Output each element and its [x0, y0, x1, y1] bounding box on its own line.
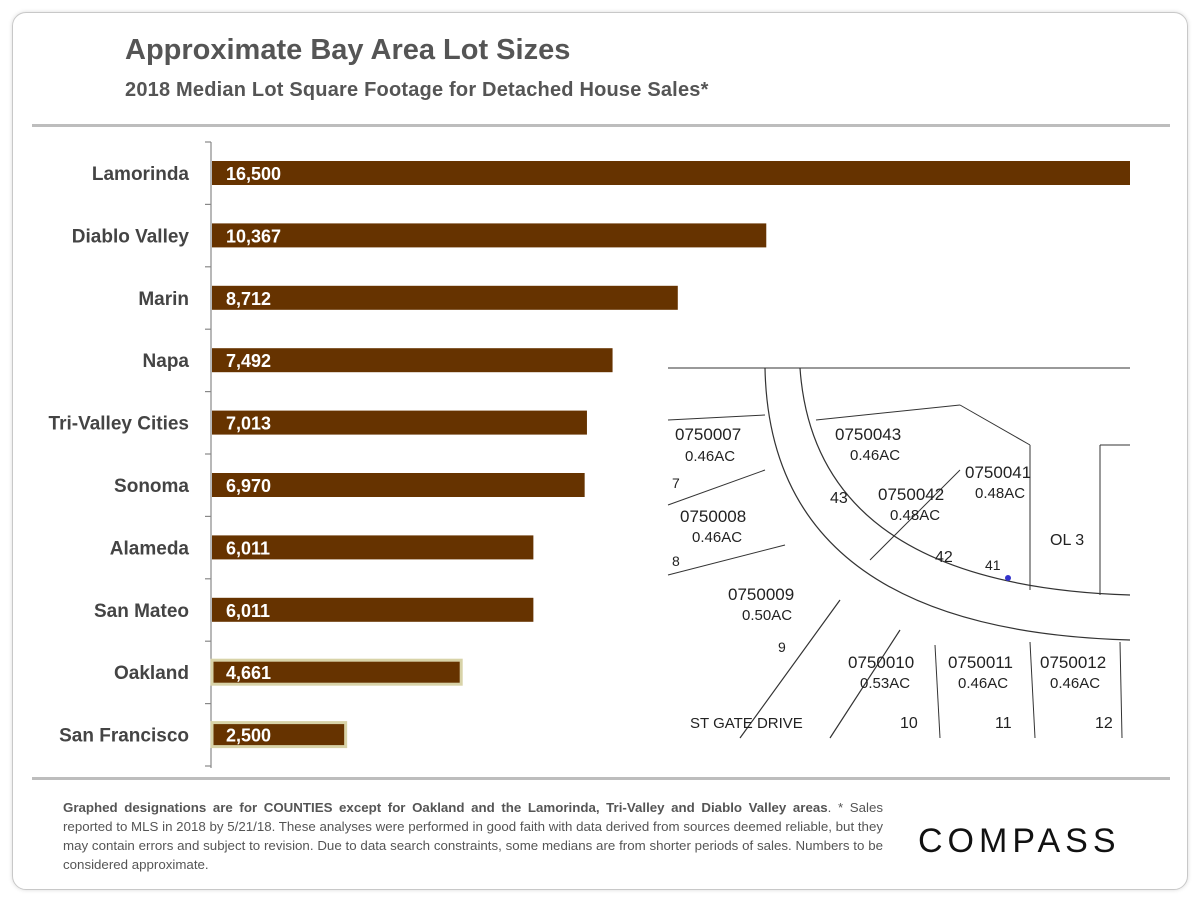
y-axis — [205, 141, 212, 768]
bar — [212, 161, 1130, 185]
parcel-line — [1029, 641, 1036, 739]
slide-frame — [12, 12, 1188, 890]
category-label: Marin — [138, 289, 189, 310]
parcel-line — [667, 469, 766, 506]
data-label: 7,492 — [226, 351, 271, 371]
category-label: Diablo Valley — [72, 226, 190, 247]
data-label: 6,011 — [226, 538, 270, 558]
map-label: 9 — [778, 639, 786, 655]
map-label: 0.50AC — [742, 607, 792, 624]
data-label: 2,500 — [226, 726, 271, 746]
category-label: San Mateo — [94, 601, 189, 622]
bar — [210, 658, 463, 686]
bar — [212, 348, 613, 373]
map-label: 41 — [985, 557, 1001, 573]
parcel-line — [934, 644, 941, 739]
map-label: 0.48AC — [975, 485, 1025, 502]
map-label: OL 3 — [1050, 532, 1084, 549]
data-label: 6,011 — [226, 601, 270, 621]
footnote-text: . * Sales reported to MLS in 2018 by 5/2… — [63, 800, 883, 872]
data-label: 7,013 — [226, 414, 271, 434]
bar — [210, 721, 348, 749]
map-label: 7 — [672, 475, 680, 491]
map-label: 42 — [935, 549, 953, 566]
category-label: Lamorinda — [92, 164, 190, 185]
map-marker — [1005, 575, 1011, 581]
map-label: 11 — [995, 715, 1012, 732]
map-label: 8 — [672, 553, 680, 569]
category-label: San Francisco — [59, 726, 189, 747]
map-label: 0.46AC — [692, 529, 742, 546]
chart-title: Approximate Bay Area Lot Sizes — [125, 34, 571, 66]
category-label: Sonoma — [114, 476, 189, 497]
map-label: 0.53AC — [860, 675, 910, 692]
bar — [212, 285, 678, 310]
map-label: 43 — [830, 490, 848, 507]
map-label: 0750042 — [878, 485, 944, 504]
map-label: 0.46AC — [685, 448, 735, 465]
footnote-bold: Graphed designations are for COUNTIES ex… — [63, 800, 828, 815]
bar — [212, 597, 534, 622]
map-label: 0750009 — [728, 585, 794, 604]
parcel-line — [869, 469, 961, 561]
map-label: ST GATE DRIVE — [690, 715, 803, 732]
parcel-line — [1119, 641, 1123, 739]
bar — [212, 535, 534, 560]
map-label: 10 — [900, 715, 918, 732]
map-label: 0.46AC — [850, 447, 900, 464]
map-label: 0750041 — [965, 463, 1031, 482]
category-label: Alameda — [110, 538, 190, 559]
road-edge — [764, 367, 1131, 641]
data-label: 8,712 — [226, 289, 271, 309]
data-label: 6,970 — [226, 476, 271, 496]
map-background — [668, 368, 1130, 738]
data-label: 16,500 — [226, 164, 281, 184]
parcel-map-image: 0750007 0.46AC 0750043 0.46AC 0750042 0.48AC 0… — [667, 367, 1131, 739]
category-label: Tri-Valley Cities — [49, 414, 189, 435]
category-label: Oakland — [114, 663, 189, 684]
map-label: 0750010 — [848, 653, 914, 672]
map-label: 0.46AC — [958, 675, 1008, 692]
road-edge — [799, 367, 1131, 596]
category-label: Napa — [143, 351, 190, 372]
data-label: 4,661 — [226, 663, 271, 683]
map-label: 0750043 — [835, 425, 901, 444]
compass-logo: COMPASS — [918, 822, 1121, 860]
parcel-line — [815, 404, 961, 421]
bars: Lamorinda 16,500 Diablo Valley 10,367 Marin 8… — [49, 161, 1130, 749]
map-label: 0750012 — [1040, 653, 1106, 672]
map-label: 0.48AC — [890, 507, 940, 524]
parcel-line — [667, 544, 786, 576]
bottom-divider — [32, 777, 1170, 780]
top-divider — [32, 124, 1170, 127]
parcel-line — [667, 414, 766, 421]
map-label: 12 — [1095, 715, 1113, 732]
map-label: 0750011 — [948, 653, 1013, 672]
chart-subtitle: 2018 Median Lot Square Footage for Detac… — [125, 79, 709, 101]
bar — [212, 410, 587, 435]
data-label: 10,367 — [226, 226, 281, 246]
bar — [212, 473, 585, 497]
road-edge — [739, 599, 901, 739]
map-label: 0750007 — [675, 425, 741, 444]
map-label: 0.46AC — [1050, 675, 1100, 692]
map-label: 0750008 — [680, 507, 746, 526]
parcel-line — [959, 404, 1031, 446]
bar — [212, 223, 767, 248]
footnote: Graphed designations are for COUNTIES ex… — [63, 798, 883, 874]
